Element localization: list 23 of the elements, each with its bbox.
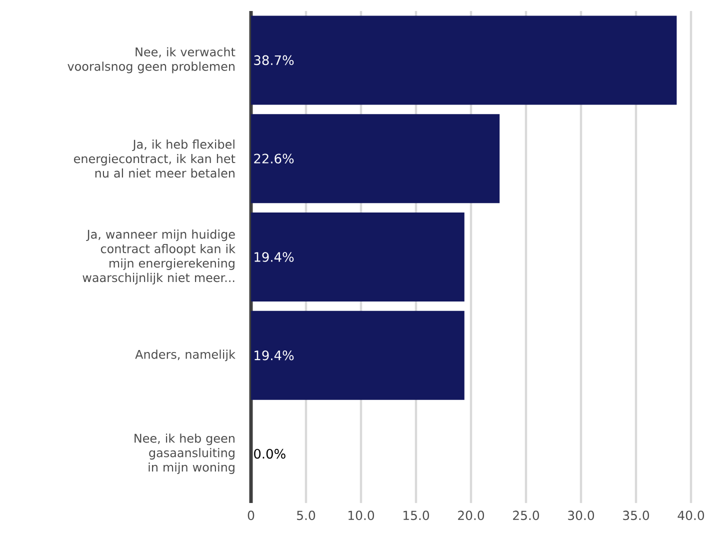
x-tick-label: 5.0 [297,510,316,520]
x-tick-label: 20.0 [458,510,484,520]
data-label: 19.4% [254,350,294,360]
x-tick-label: 30.0 [568,510,594,520]
y-tick-label: Anders, namelijk [135,350,236,362]
data-label: 19.4% [254,252,294,262]
y-tick-label: Ja, wanneer mijn huidige contract afloopt kan ik mijn energierekening waarschijnlijk niet meer... [82,230,236,284]
y-tick-label: Ja, ik heb flexibel energiecontract, ik kan het nu al niet meer betalen [74,140,236,178]
bar [251,16,677,105]
y-tick-label: Nee, ik heb geen gasaansluiting in mijn woning [134,434,234,474]
x-tick-label: 0 [248,510,254,520]
y-tick-label: Nee, ik verwacht vooralsnog geen problemen [68,47,236,74]
bar [251,212,464,302]
x-tick-label: 10.0 [348,510,374,520]
x-tick-label: 40.0 [678,510,704,520]
data-label: 0.0% [254,448,286,459]
x-tick-label: 35.0 [623,510,650,520]
x-tick-label: 15.0 [404,510,430,520]
bar [251,310,464,400]
data-label: 38.7% [254,55,294,66]
x-tick-label: 25.0 [513,510,540,520]
data-label: 22.6% [254,154,294,164]
bar [251,114,500,204]
